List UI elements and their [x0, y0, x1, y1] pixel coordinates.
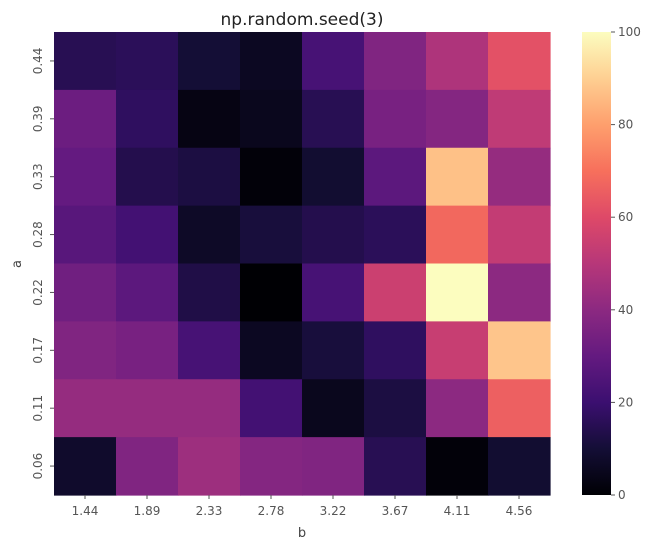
- heatmap-cell: [116, 321, 179, 380]
- heatmap-cell: [178, 437, 241, 496]
- y-tick-label: 0.44: [31, 48, 45, 75]
- heatmap-cell: [54, 321, 117, 380]
- x-tick-label: 2.33: [196, 504, 223, 518]
- heatmap-cell: [302, 321, 365, 380]
- heatmap-cell: [488, 321, 551, 380]
- y-tick-label: 0.11: [31, 395, 45, 422]
- heatmap-cell: [116, 89, 179, 149]
- heatmap-cell: [302, 379, 365, 438]
- heatmap-cell: [178, 32, 241, 91]
- x-tick-label: 3.67: [382, 504, 409, 518]
- colorbar-tick-label: 80: [618, 118, 633, 132]
- heatmap-cell: [54, 263, 117, 322]
- y-tick-label: 0.39: [31, 105, 45, 132]
- heatmap-cell: [364, 321, 427, 380]
- heatmap-cell: [302, 437, 365, 496]
- heatmap-cell: [302, 89, 365, 149]
- heatmap-cell: [488, 89, 551, 149]
- heatmap-cell: [364, 147, 427, 207]
- heatmap-cell: [116, 147, 179, 207]
- y-tick-label: 0.28: [31, 221, 45, 248]
- heatmap-cell: [178, 321, 241, 380]
- heatmap-cell: [488, 437, 551, 496]
- y-tick-label: 0.33: [31, 163, 45, 190]
- heatmap-cell: [302, 205, 365, 265]
- colorbar-tick-label: 20: [618, 395, 633, 409]
- x-axis-ticks: 1.44 1.89 2.33 2.78 3.22 3.67 4.11 4.56: [72, 495, 533, 518]
- heatmap-cell: [240, 205, 303, 265]
- colorbar-tick-label: 100: [618, 25, 641, 39]
- heatmap-cells: [54, 32, 551, 496]
- heatmap-cell: [178, 263, 241, 322]
- heatmap-cell: [426, 147, 489, 207]
- colorbar-tick-label: 40: [618, 303, 633, 317]
- heatmap-cell: [488, 379, 551, 438]
- heatmap-cell: [54, 147, 117, 207]
- heatmap-cell: [488, 205, 551, 265]
- heatmap-cell: [302, 32, 365, 91]
- x-tick-label: 1.44: [72, 504, 99, 518]
- heatmap-cell: [364, 437, 427, 496]
- heatmap-cell: [426, 321, 489, 380]
- heatmap-cell: [364, 205, 427, 265]
- heatmap-cell: [178, 89, 241, 149]
- heatmap-cell: [302, 263, 365, 322]
- heatmap-cell: [488, 32, 551, 91]
- heatmap-cell: [116, 205, 179, 265]
- heatmap-cell: [488, 147, 551, 207]
- x-tick-label: 4.11: [444, 504, 471, 518]
- x-tick-label: 3.22: [320, 504, 347, 518]
- heatmap-cell: [116, 263, 179, 322]
- colorbar: [582, 32, 611, 495]
- heatmap-cell: [240, 32, 303, 91]
- heatmap-cell: [240, 89, 303, 149]
- heatmap-cell: [240, 437, 303, 496]
- heatmap-cell: [178, 205, 241, 265]
- heatmap-cell: [116, 379, 179, 438]
- heatmap-cell: [426, 263, 489, 322]
- x-axis-label: b: [298, 526, 306, 541]
- heatmap-cell: [54, 89, 117, 149]
- heatmap-cell: [116, 32, 179, 91]
- heatmap-cell: [240, 147, 303, 207]
- heatmap-cell: [240, 263, 303, 322]
- heatmap-cell: [302, 147, 365, 207]
- heatmap-cell: [364, 379, 427, 438]
- colorbar-tick-label: 0: [618, 488, 626, 502]
- y-tick-label: 0.17: [31, 337, 45, 364]
- heatmap-cell: [240, 321, 303, 380]
- chart-title: np.random.seed(3): [221, 10, 384, 30]
- y-axis-ticks: 0.44 0.39 0.33 0.28 0.22 0.17 0.11 0.06: [31, 48, 54, 480]
- colorbar-ticks: 0 20 40 60 80 100: [611, 25, 641, 502]
- heatmap-cell: [364, 32, 427, 91]
- heatmap-cell: [488, 263, 551, 322]
- heatmap-cell: [54, 379, 117, 438]
- heatmap-cell: [426, 205, 489, 265]
- x-tick-label: 4.56: [506, 504, 533, 518]
- heatmap-cell: [54, 205, 117, 265]
- x-tick-label: 1.89: [134, 504, 161, 518]
- heatmap-cell: [364, 263, 427, 322]
- heatmap-cell: [178, 379, 241, 438]
- heatmap-cell: [178, 147, 241, 207]
- heatmap-cell: [116, 437, 179, 496]
- y-tick-label: 0.22: [31, 279, 45, 306]
- x-tick-label: 2.78: [258, 504, 285, 518]
- heatmap-cell: [426, 32, 489, 91]
- heatmap-cell: [54, 437, 117, 496]
- y-tick-label: 0.06: [31, 453, 45, 480]
- heatmap-cell: [426, 89, 489, 149]
- heatmap-cell: [364, 89, 427, 149]
- y-axis-label: a: [10, 260, 25, 268]
- heatmap-cell: [240, 379, 303, 438]
- heatmap-cell: [426, 437, 489, 496]
- colorbar-tick-label: 60: [618, 210, 633, 224]
- heatmap-cell: [54, 32, 117, 91]
- heatmap-cell: [426, 379, 489, 438]
